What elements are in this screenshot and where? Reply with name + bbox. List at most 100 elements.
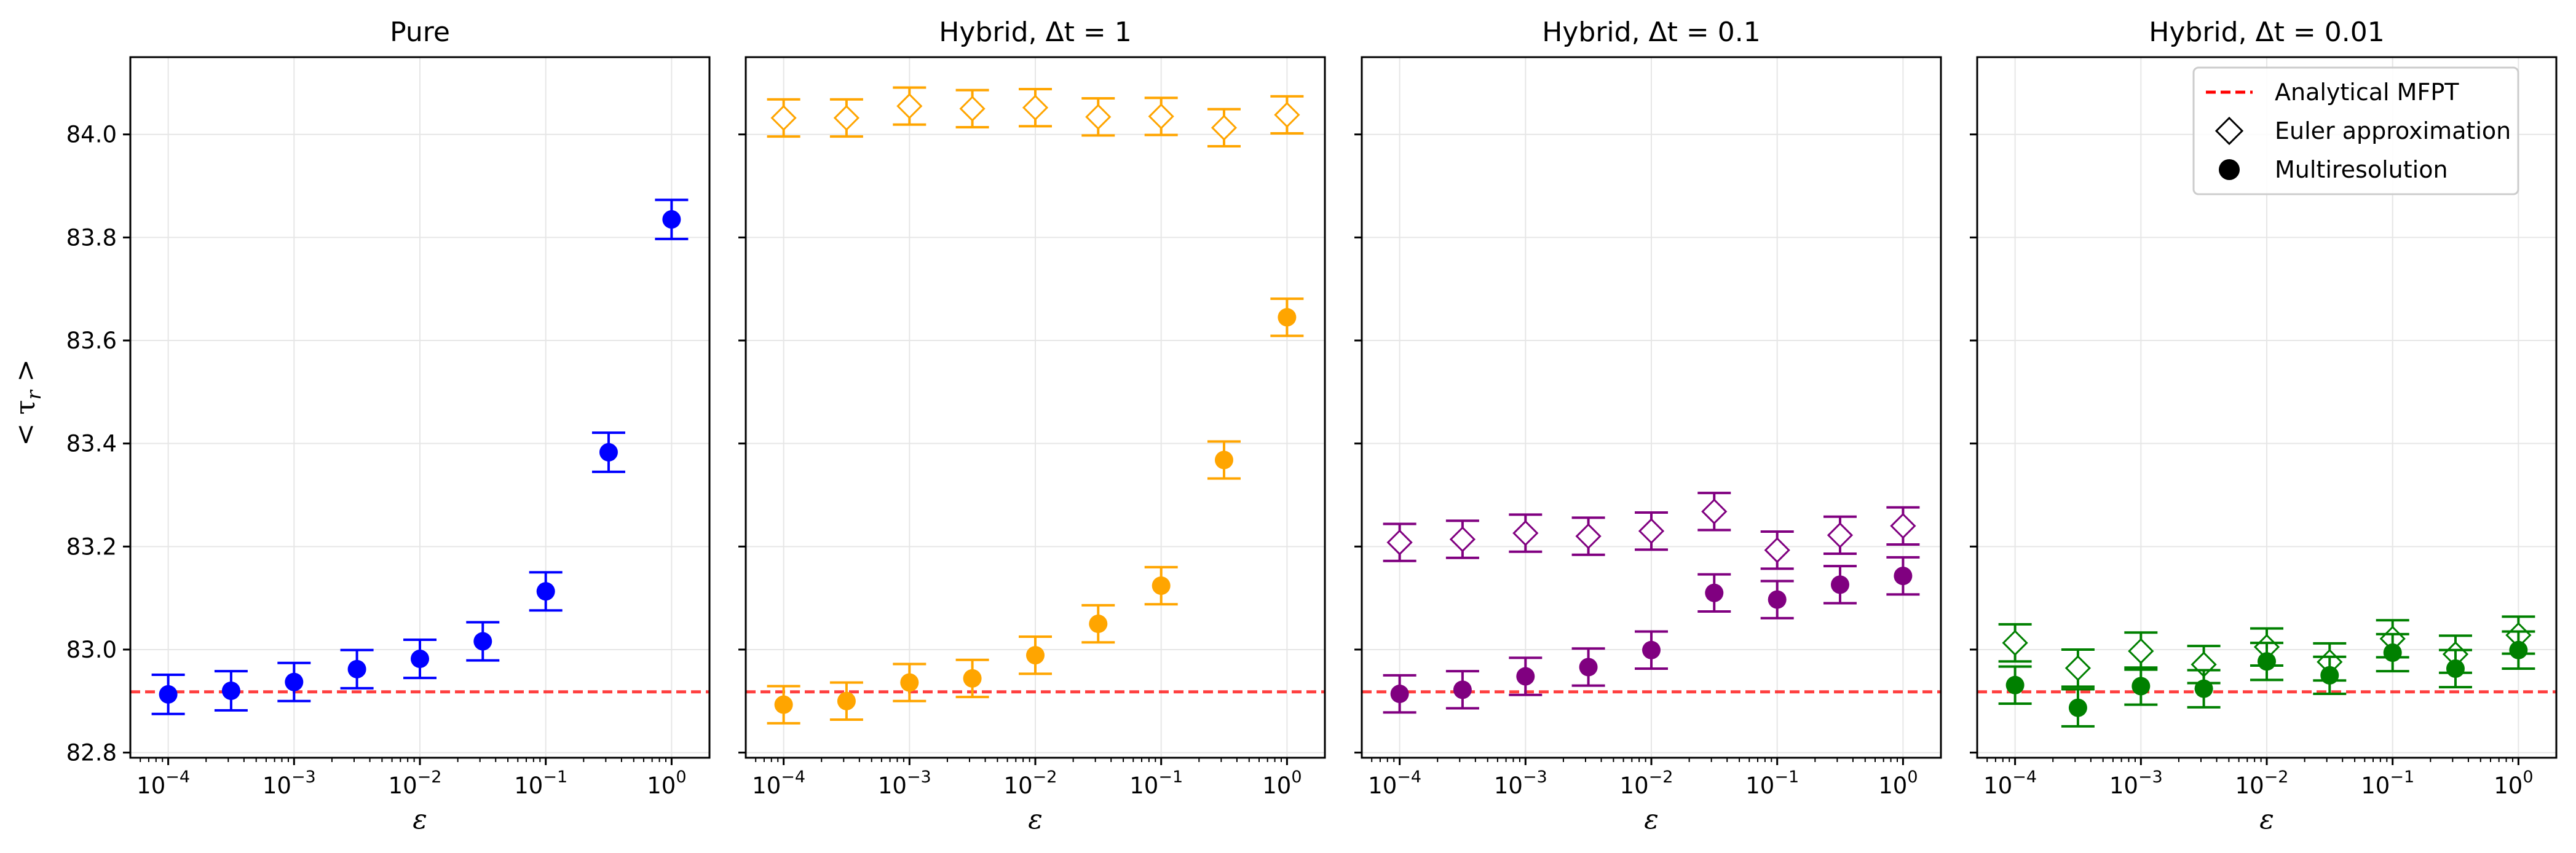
- multiresolution-point: [2068, 698, 2087, 717]
- x-tick-exponent: −3: [291, 768, 316, 787]
- y-tick-label: 82.8: [66, 740, 117, 766]
- multiresolution-point: [221, 682, 240, 701]
- euler-point: [1575, 523, 1602, 549]
- multiresolution-point: [1768, 590, 1787, 609]
- multiresolution-point: [285, 672, 304, 691]
- x-tick-label: 10−2: [1620, 768, 1673, 799]
- euler-point: [1085, 104, 1112, 130]
- x-tick-base: 10: [1004, 772, 1033, 799]
- x-tick-exponent: 0: [2523, 768, 2533, 787]
- x-tick-label: 10−3: [878, 768, 931, 799]
- x-tick-exponent: −2: [417, 768, 442, 787]
- euler-point: [896, 93, 923, 119]
- euler-point: [833, 104, 860, 132]
- x-axis-label: ε: [413, 804, 427, 835]
- x-axis-label: ε: [1644, 804, 1659, 835]
- multiresolution-point: [1089, 615, 1108, 634]
- legend-box: [2192, 66, 2519, 195]
- x-tick-exponent: −4: [2012, 768, 2037, 787]
- x-tick-label: 10−3: [2109, 768, 2163, 799]
- euler-point: [2002, 629, 2028, 656]
- multiresolution-point: [2446, 659, 2465, 678]
- multiresolution-point: [159, 685, 178, 704]
- x-tick-exponent: −1: [1158, 768, 1183, 787]
- legend: Analytical MFPT Euler approximation Mult…: [2192, 66, 2519, 195]
- x-tick-base: 10: [2494, 772, 2523, 799]
- multiresolution-point: [900, 673, 919, 692]
- euler-point: [1638, 518, 1665, 544]
- multiresolution-point: [2258, 652, 2276, 671]
- panel-title: Hybrid, Δt = 1: [939, 17, 1131, 48]
- x-tick-base: 10: [2361, 772, 2390, 799]
- panel-title: Pure: [390, 17, 450, 48]
- y-tick-label: 83.8: [66, 224, 117, 251]
- multiresolution-point: [1642, 640, 1661, 659]
- x-tick-label: 10−2: [1004, 768, 1057, 799]
- multiresolution-point: [1453, 680, 1472, 699]
- x-tick-label: 10−1: [1129, 768, 1183, 799]
- x-tick-base: 10: [136, 772, 165, 799]
- x-tick-exponent: −4: [781, 768, 805, 787]
- euler-point: [959, 95, 986, 122]
- x-tick-exponent: −3: [907, 768, 931, 787]
- panel-title-math: Δt = 0.01: [2256, 17, 2385, 48]
- x-tick-exponent: 0: [676, 768, 686, 787]
- legend-analytical-label: Analytical MFPT: [2275, 79, 2459, 106]
- euler-point: [1148, 103, 1174, 130]
- y-axis-label-sub: r: [22, 389, 45, 399]
- multiresolution-point: [1214, 450, 1233, 470]
- multiresolution-point: [1705, 583, 1724, 602]
- multiresolution-point: [599, 442, 618, 462]
- multiresolution-point: [662, 210, 681, 229]
- panels-layer: 82.883.083.283.483.683.884.010−4 10−3 10−2…: [66, 17, 2558, 835]
- x-tick-label: 10−4: [136, 768, 190, 799]
- x-tick-exponent: 0: [1907, 768, 1918, 787]
- x-tick-exponent: −1: [1774, 768, 1799, 787]
- multiresolution-point: [2005, 675, 2025, 694]
- x-tick-label: 100: [1878, 768, 1918, 799]
- x-tick-exponent: −3: [2138, 768, 2163, 787]
- euler-point: [2128, 638, 2154, 664]
- x-tick-base: 10: [1368, 772, 1397, 799]
- multiresolution-point: [2509, 640, 2528, 659]
- legend-multiresolution-label: Multiresolution: [2275, 156, 2448, 183]
- y-tick-label: 84.0: [66, 122, 117, 148]
- legend-euler-label: Euler approximation: [2275, 117, 2511, 144]
- multiresolution-point: [2383, 643, 2402, 662]
- x-tick-label: 10−4: [1983, 768, 2037, 799]
- x-tick-label: 10−1: [1745, 768, 1799, 799]
- multiresolution-point: [2320, 666, 2339, 685]
- euler-point: [1827, 522, 1854, 549]
- x-tick-label: 10−3: [263, 768, 316, 799]
- x-tick-base: 10: [263, 772, 291, 799]
- panel-title-main: Pure: [390, 17, 450, 48]
- x-tick-base: 10: [1494, 772, 1523, 799]
- multiresolution-point: [1026, 646, 1045, 665]
- x-axis-label: ε: [1028, 804, 1043, 835]
- legend-circle-icon: [2219, 159, 2240, 180]
- multiresolution-point: [2132, 677, 2151, 696]
- x-tick-label: 10−2: [389, 768, 442, 799]
- multiresolution-point: [774, 695, 793, 714]
- x-tick-base: 10: [752, 772, 781, 799]
- euler-point: [1512, 520, 1539, 546]
- y-tick-label: 83.6: [66, 328, 117, 354]
- x-tick-base: 10: [1620, 772, 1649, 799]
- x-tick-base: 10: [647, 772, 676, 799]
- panel-title-main: Hybrid,: [939, 17, 1045, 48]
- panel-title-main: Hybrid,: [1542, 17, 1648, 48]
- multiresolution-point: [536, 582, 555, 601]
- x-tick-label: 100: [647, 768, 686, 799]
- x-tick-label: 100: [1262, 768, 1302, 799]
- panel-title-math: Δt = 1: [1046, 17, 1132, 48]
- euler-point: [1701, 498, 1728, 525]
- euler-point: [1274, 101, 1300, 128]
- multiresolution-point: [473, 632, 492, 651]
- x-tick-exponent: −2: [2264, 768, 2289, 787]
- multiresolution-point: [1278, 308, 1297, 327]
- euler-point: [1890, 513, 1916, 539]
- panel-title-main: Hybrid,: [2149, 17, 2255, 48]
- x-tick-exponent: −4: [165, 768, 190, 787]
- x-tick-exponent: −1: [2390, 768, 2414, 787]
